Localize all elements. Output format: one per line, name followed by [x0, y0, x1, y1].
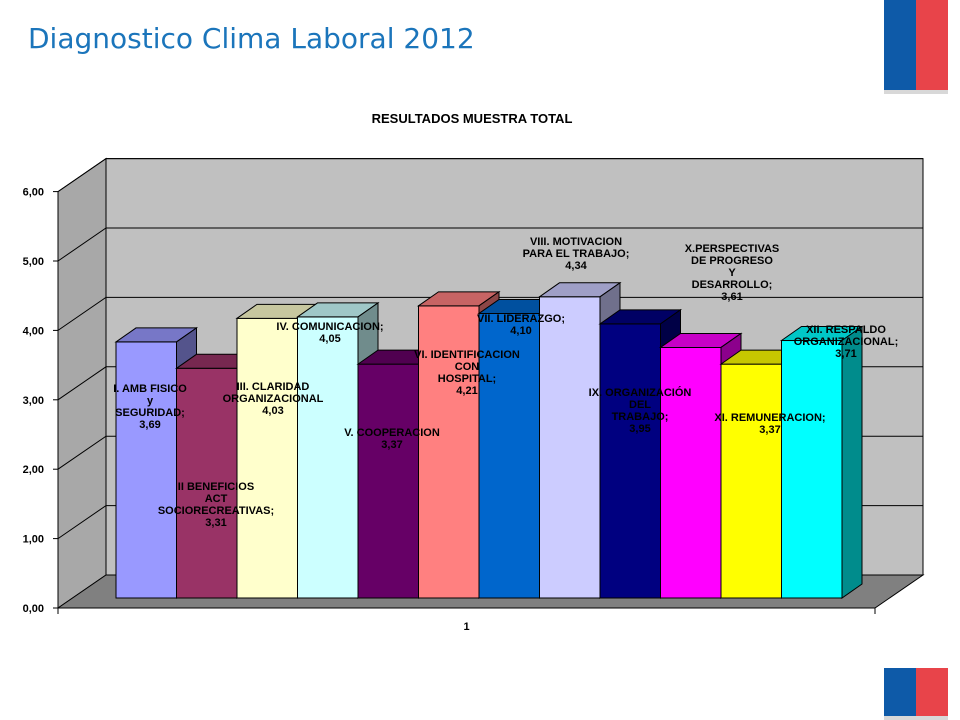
flag-logo-bottom [880, 668, 952, 720]
bar-data-label: IV. COMUNICACION; 4,05 [276, 321, 383, 345]
bar-data-label: II BENEFICIOS ACT SOCIORECREATIVAS; 3,31 [158, 481, 274, 529]
chart-title: RESULTADOS MUESTRA TOTAL [372, 111, 573, 126]
bar-data-label: X.PERSPECTIVAS DE PROGRESO Y DESARROLLO; 3,6… [685, 243, 780, 303]
bar-data-label: XII. RESPALDO ORGANIZACIONAL; 3,71 [794, 324, 899, 360]
gridline [57, 227, 923, 262]
y-tick-label: 4,00 [23, 325, 44, 337]
bar-front [781, 340, 843, 599]
x-axis: 1 [57, 607, 876, 633]
flag-logo-top [880, 0, 952, 94]
bar [779, 325, 864, 599]
bar-front [660, 346, 722, 599]
page-title: Diagnostico Clima Laboral 2012 [28, 22, 475, 55]
y-tick-label: 1,00 [23, 534, 44, 546]
y-tick-label: 3,00 [23, 395, 44, 407]
bar-data-label: V. COOPERACION 3,37 [344, 427, 440, 451]
bar-data-label: IX. ORGANIZACIÓN DEL TRABAJO; 3,95 [589, 386, 692, 435]
bar-front [297, 316, 359, 599]
x-category-label: 1 [463, 621, 469, 633]
bar-data-label: VIII. MOTIVACION PARA EL TRABAJO; 4,34 [523, 236, 630, 272]
y-tick-label: 5,00 [23, 256, 44, 268]
bar-front [720, 363, 782, 599]
bar-side [841, 325, 863, 599]
bar-data-label: I. AMB FISICO y SEGURIDAD; 3,69 [113, 383, 187, 431]
bar-data-label: VI. IDENTIFICACION CON HOSPITAL; 4,21 [414, 349, 520, 397]
bar-front [115, 341, 177, 599]
bar-front [357, 363, 419, 599]
bar-data-label: XI. REMUNERACION; 3,37 [714, 412, 825, 436]
gridline [57, 158, 923, 193]
bar-front [478, 312, 540, 599]
y-axis: 0,00 1,00 2,00 3,00 4,00 5,00 6,00 [23, 187, 59, 615]
bar-data-label: VII. LIDERAZGO; 4,10 [477, 313, 565, 337]
bar-data-label: III. CLARIDAD ORGANIZACIONAL 4,03 [223, 381, 324, 417]
bar-front [236, 317, 298, 599]
chart-bars [114, 281, 864, 599]
bar-front [539, 296, 601, 599]
bar-front [176, 367, 238, 599]
y-tick-label: 2,00 [23, 464, 44, 476]
y-tick-label: 0,00 [23, 603, 44, 615]
y-tick-label: 6,00 [23, 187, 44, 199]
chart-data-labels: I. AMB FISICO y SEGURIDAD; 3,69 II BENEFICIO… [113, 236, 898, 529]
gridline [57, 296, 923, 331]
bar-front [418, 305, 480, 599]
bar-front [599, 323, 661, 599]
